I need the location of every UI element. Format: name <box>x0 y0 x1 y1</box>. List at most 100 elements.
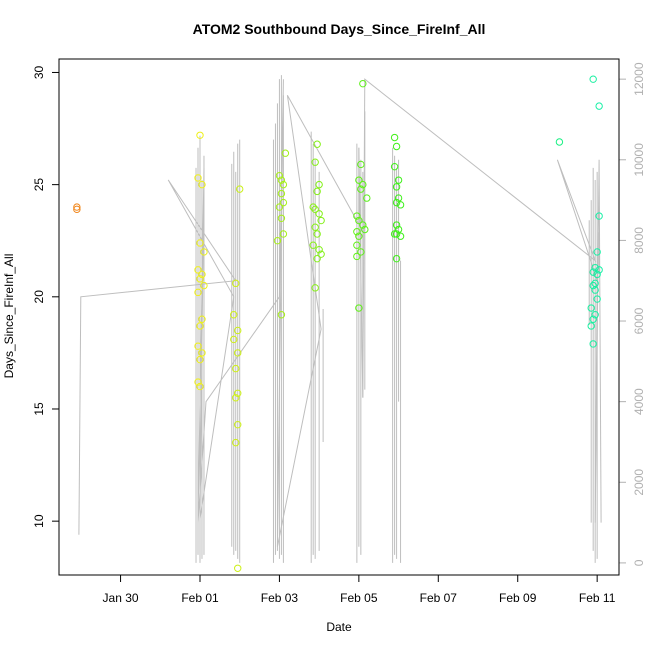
chart-title: ATOM2 Southbound Days_Since_FireInf_All <box>193 21 486 37</box>
data-point <box>589 75 597 83</box>
data-point <box>311 158 319 166</box>
data-point <box>353 241 361 249</box>
data-point <box>277 189 286 198</box>
data-point <box>392 142 401 151</box>
x-tick-label: Feb 01 <box>181 591 219 605</box>
data-point <box>593 248 601 256</box>
data-point <box>315 180 323 189</box>
data-point <box>591 263 599 272</box>
data-point <box>232 438 240 447</box>
data-point <box>275 171 284 180</box>
x-tick-label: Feb 07 <box>420 591 458 605</box>
data-point <box>277 311 286 319</box>
data-point <box>230 335 238 344</box>
data-point <box>355 216 363 225</box>
data-point <box>587 304 595 312</box>
data-point <box>309 203 317 211</box>
y-tick-label: 30 <box>32 65 46 79</box>
x-tick-label: Feb 11 <box>579 591 616 605</box>
data-point <box>357 185 365 193</box>
data-point <box>317 216 325 225</box>
data-point <box>194 174 202 182</box>
data-point <box>315 210 323 218</box>
data-point <box>357 160 365 169</box>
data-point <box>234 564 242 572</box>
data-point <box>555 138 564 146</box>
data-point <box>392 198 401 207</box>
data-point <box>357 248 365 256</box>
y2-tick-label: 2000 <box>632 469 646 496</box>
data-point <box>361 225 369 234</box>
data-point <box>196 275 204 283</box>
data-point <box>591 286 599 294</box>
data-point <box>394 225 403 234</box>
data-point <box>392 221 401 229</box>
data-point <box>230 311 238 319</box>
data-point <box>392 183 401 191</box>
data-point <box>587 322 595 330</box>
y-tick-label: 15 <box>32 402 46 416</box>
data-point <box>198 270 206 279</box>
data-point <box>277 176 286 184</box>
data-point <box>313 230 321 238</box>
data-point <box>194 266 202 274</box>
data-point <box>394 194 403 202</box>
data-point <box>313 187 321 196</box>
secondary-series-line <box>78 78 602 547</box>
data-point <box>390 133 399 142</box>
data-point <box>589 340 597 348</box>
data-point <box>394 176 403 184</box>
data-point <box>311 284 319 292</box>
data-point <box>311 223 319 231</box>
data-point <box>595 212 603 220</box>
data-point <box>311 205 319 214</box>
y-tick-label: 25 <box>32 178 46 192</box>
data-point <box>196 239 204 247</box>
data-point <box>353 212 361 220</box>
data-point <box>196 131 204 139</box>
data-point <box>275 203 284 211</box>
data-point <box>196 382 204 391</box>
data-point <box>73 203 81 211</box>
data-point <box>273 237 282 245</box>
data-point <box>392 254 401 263</box>
data-point <box>73 205 81 214</box>
data-point <box>234 349 242 357</box>
y2-tick-label: 12000 <box>632 62 646 96</box>
data-point <box>595 102 603 110</box>
data-point <box>234 420 242 429</box>
data-point <box>234 326 242 335</box>
secondary-line-series <box>78 78 602 547</box>
data-point <box>200 281 208 290</box>
data-point <box>198 315 206 323</box>
x-tick-label: Feb 09 <box>499 591 537 605</box>
data-point <box>589 315 597 323</box>
y2-tick-label: 8000 <box>632 227 646 254</box>
y-axis-label: Days_Since_FireInf_All <box>2 254 16 379</box>
data-point <box>281 149 290 157</box>
data-point <box>313 254 321 263</box>
data-point <box>232 279 240 288</box>
data-point <box>355 176 363 184</box>
data-point <box>194 342 202 350</box>
data-point <box>194 288 202 297</box>
data-point <box>396 201 405 209</box>
data-point <box>315 245 323 254</box>
y-tick-label: 10 <box>32 514 46 528</box>
y2-tick-label: 6000 <box>632 307 646 334</box>
data-point <box>390 162 399 171</box>
data-point <box>591 311 599 319</box>
data-point <box>200 248 208 256</box>
data-point <box>353 252 361 261</box>
data-point <box>359 221 367 229</box>
data-point <box>234 389 242 397</box>
data-point <box>198 349 206 357</box>
data-point <box>390 230 399 238</box>
data-point <box>363 194 371 202</box>
data-point <box>196 355 204 364</box>
y2-tick-label: 4000 <box>632 388 646 415</box>
secondary-line-spikes <box>195 75 600 563</box>
data-point <box>353 228 361 236</box>
y-tick-label: 20 <box>32 290 46 304</box>
